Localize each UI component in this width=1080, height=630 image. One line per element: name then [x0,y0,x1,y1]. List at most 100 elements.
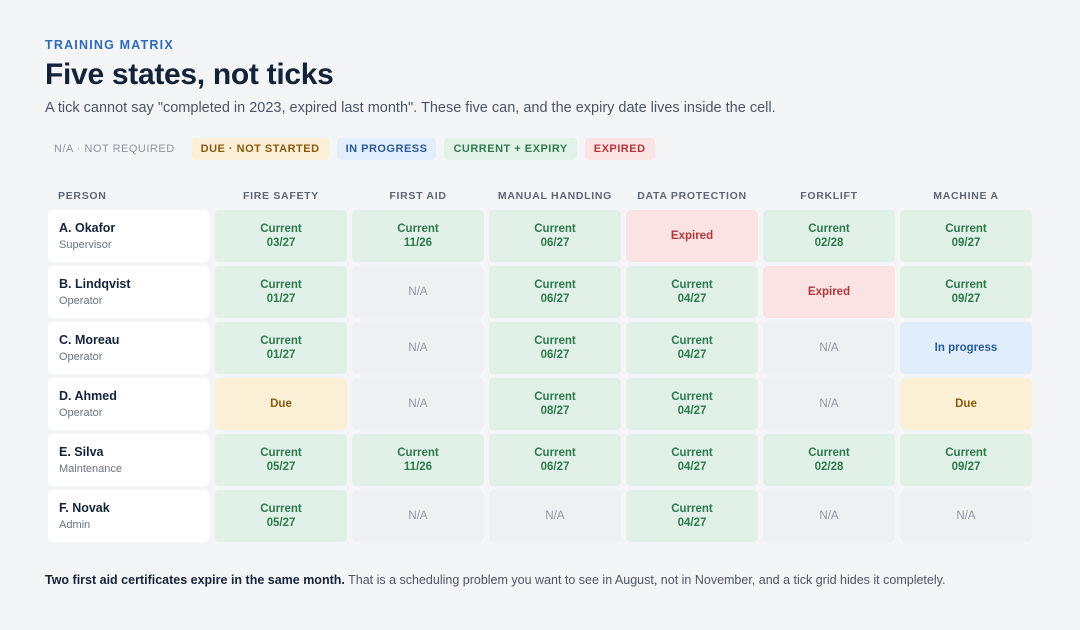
status-label: Current [397,447,439,459]
status-label: Expired [807,286,851,298]
status-label: Current [671,503,713,515]
status-label: N/A [819,398,839,410]
status-label: Current [260,223,302,235]
status-label: Due [270,398,292,410]
status-cell-current: Current 04/27 [626,434,758,486]
status-cell-current: Current 06/27 [489,266,621,318]
status-label: N/A [819,510,839,522]
status-cell-na: N/A [900,490,1032,542]
person-name: F. Novak [59,501,110,515]
status-label: Current [534,447,576,459]
expiry-date: 05/27 [266,517,296,529]
legend-chip-in-progress: IN PROGRESS [336,138,437,160]
status-cell-na: N/A [489,490,621,542]
expiry-date: 09/27 [951,461,981,473]
status-label: Due [955,398,977,410]
status-cell-current: Current 06/27 [489,434,621,486]
status-cell-current: Current 02/28 [763,434,895,486]
status-label: Current [534,335,576,347]
status-cell-current: Current 08/27 [489,378,621,430]
training-matrix-grid: PERSON FIRE SAFETY FIRST AID MANUAL HANDLIN… [48,182,1032,542]
column-header: PERSON [58,190,107,202]
status-cell-na: N/A [763,490,895,542]
status-cell-current: Current 09/27 [900,434,1032,486]
person-cell: B. Lindqvist Operator [48,266,210,318]
person-name: E. Silva [59,445,104,459]
status-cell-current: Current 01/27 [215,266,347,318]
status-cell-current: Current 04/27 [626,266,758,318]
column-header: MACHINE A [933,190,999,202]
legend-chip-expired: EXPIRED [584,138,655,160]
legend-chip-due: DUE · NOT STARTED [191,138,329,160]
status-label: Current [808,447,850,459]
expiry-date: 03/27 [266,237,296,249]
status-label: Current [260,279,302,291]
person-cell: C. Moreau Operator [48,322,210,374]
legend-chip-current: CURRENT + EXPIRY [444,138,577,160]
expiry-date: 04/27 [677,293,707,305]
person-role: Supervisor [59,239,112,251]
status-cell-current: Current 05/27 [215,490,347,542]
person-name: B. Lindqvist [59,277,131,291]
expiry-date: 06/27 [540,349,570,361]
status-cell-na: N/A [352,378,484,430]
status-cell-current: Current 03/27 [215,210,347,262]
expiry-date: 01/27 [266,349,296,361]
status-label: Current [260,503,302,515]
expiry-date: 05/27 [266,461,296,473]
expiry-date: 01/27 [266,293,296,305]
person-name: D. Ahmed [59,389,117,403]
status-label: Current [808,223,850,235]
status-label: In progress [934,342,998,354]
status-cell-current: Current 04/27 [626,378,758,430]
status-cell-current: Current 01/27 [215,322,347,374]
expiry-date: 04/27 [677,461,707,473]
status-label: Current [671,447,713,459]
expiry-date: 09/27 [951,237,981,249]
status-cell-current: Current 04/27 [626,490,758,542]
person-name: A. Okafor [59,221,116,235]
status-label: N/A [408,398,428,410]
expiry-date: 04/27 [677,517,707,529]
footnote-emphasis: Two first aid certificates expire in the… [45,573,345,587]
status-label: Current [671,335,713,347]
status-cell-expired: Expired [763,266,895,318]
status-label: N/A [408,342,428,354]
status-cell-progress: In progress [900,322,1032,374]
status-label: N/A [956,510,976,522]
status-cell-na: N/A [763,322,895,374]
status-label: Current [671,391,713,403]
status-cell-na: N/A [352,490,484,542]
person-cell: E. Silva Maintenance [48,434,210,486]
person-role: Maintenance [59,463,122,475]
expiry-date: 06/27 [540,237,570,249]
expiry-date: 08/27 [540,405,570,417]
status-label: Current [534,223,576,235]
status-cell-na: N/A [763,378,895,430]
expiry-date: 09/27 [951,293,981,305]
person-cell: A. Okafor Supervisor [48,210,210,262]
expiry-date: 04/27 [677,349,707,361]
status-cell-current: Current 04/27 [626,322,758,374]
person-role: Operator [59,407,103,419]
status-label: Expired [670,230,714,242]
person-role: Operator [59,351,103,363]
column-header: FORKLIFT [800,190,858,202]
status-label: Current [945,279,987,291]
person-name: C. Moreau [59,333,120,347]
expiry-date: 06/27 [540,293,570,305]
person-cell: F. Novak Admin [48,490,210,542]
status-label: N/A [545,510,565,522]
footnote: Two first aid certificates expire in the… [45,573,945,587]
status-cell-due: Due [215,378,347,430]
eyebrow-label: TRAINING MATRIX [45,38,174,52]
expiry-date: 11/26 [403,461,433,473]
status-cell-current: Current 09/27 [900,210,1032,262]
expiry-date: 04/27 [677,405,707,417]
status-cell-current: Current 11/26 [352,434,484,486]
person-cell: D. Ahmed Operator [48,378,210,430]
status-label: Current [534,391,576,403]
expiry-date: 02/28 [814,461,844,473]
status-cell-expired: Expired [626,210,758,262]
